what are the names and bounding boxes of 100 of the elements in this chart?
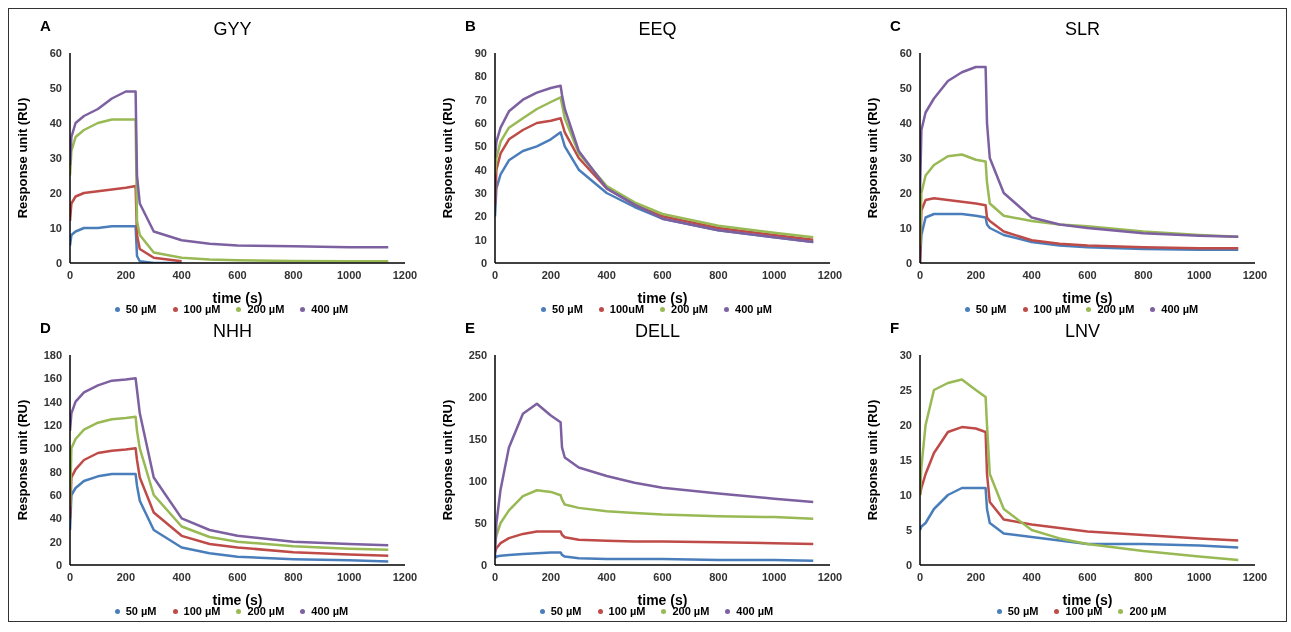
text: D: [40, 319, 51, 336]
y-tick-label: 10: [899, 221, 912, 234]
line-series: [920, 425, 1240, 542]
line-series: [495, 551, 815, 563]
y-tick-label: 100: [468, 474, 487, 487]
x-tick-label: 1200: [392, 570, 418, 583]
x-tick-label: 0: [916, 268, 924, 281]
y-tick-label: 40: [899, 116, 912, 129]
legend-label: 50 µM: [552, 303, 583, 315]
x-tick-label: 600: [228, 268, 247, 281]
x-tick-label: 200: [116, 268, 136, 281]
x-tick-label: 600: [228, 570, 247, 583]
legend-label: 400 µM: [311, 303, 349, 315]
y-tick-label: 50: [49, 81, 62, 94]
x-tick-label: 1000: [761, 570, 787, 583]
y-tick-label: 80: [49, 465, 62, 478]
y-tick-label: 40: [474, 163, 487, 176]
x-tick-label: 800: [284, 268, 303, 281]
x-tick-label: 1000: [1186, 570, 1212, 583]
text: F: [890, 319, 900, 336]
legend-label: 100 µM: [1033, 303, 1071, 315]
y-tick-label: 120: [43, 418, 62, 431]
legend-label: 50 µM: [125, 303, 157, 315]
legend-label: 400 µM: [736, 605, 774, 617]
x-tick-label: 400: [1022, 268, 1041, 281]
y-tick-label: 100: [43, 442, 62, 455]
x-tick-label: 0: [491, 570, 499, 583]
line-series: [920, 65, 1240, 238]
text: B: [465, 17, 476, 34]
y-tick-label: 30: [899, 348, 912, 361]
y-tick-label: 10: [474, 233, 487, 246]
chart-title: SLR: [1064, 19, 1100, 39]
x-tick-label: 800: [1134, 268, 1153, 281]
y-tick-label: 50: [899, 81, 912, 94]
chart-title: NHH: [213, 321, 252, 341]
y-tick-label: 0: [905, 558, 912, 571]
line-series: [70, 447, 390, 557]
legend-label: 100uM: [609, 303, 645, 315]
legend-label: 50 µM: [550, 605, 582, 617]
legend-label: 50 µM: [1007, 605, 1039, 617]
x-tick-label: 600: [1078, 570, 1097, 583]
y-tick-label: 20: [899, 418, 912, 431]
x-axis-title: time (s): [637, 290, 688, 306]
x-tick-label: 200: [116, 570, 136, 583]
y-axis-title: Response unit (RU): [439, 399, 455, 521]
x-tick-label: 1000: [336, 268, 362, 281]
x-tick-label: 400: [1022, 570, 1041, 583]
y-tick-label: 90: [474, 46, 487, 59]
y-tick-label: 25: [899, 383, 912, 396]
y-tick-label: 0: [480, 256, 487, 269]
y-tick-label: 140: [43, 395, 62, 408]
y-tick-label: 10: [49, 221, 62, 234]
y-tick-label: 20: [49, 186, 62, 199]
y-tick-label: 60: [474, 116, 487, 129]
y-tick-label: 0: [55, 256, 62, 269]
text: A: [40, 17, 51, 34]
y-tick-label: 20: [899, 186, 912, 199]
y-tick-label: 10: [899, 488, 912, 501]
x-tick-label: 1200: [392, 268, 418, 281]
x-tick-label: 0: [66, 268, 74, 281]
x-tick-label: 800: [709, 570, 728, 583]
x-tick-label: 200: [541, 268, 561, 281]
chart-title: EEQ: [638, 19, 677, 39]
x-tick-label: 200: [541, 570, 561, 583]
y-tick-label: 40: [49, 512, 62, 525]
y-tick-label: 50: [474, 140, 487, 153]
y-axis-title: Response unit (RU): [14, 97, 30, 219]
x-tick-label: 400: [172, 570, 191, 583]
y-tick-label: 60: [899, 46, 912, 59]
legend-label: 400 µM: [1161, 303, 1199, 315]
y-tick-label: 80: [474, 70, 487, 83]
line-series: [70, 415, 390, 552]
x-tick-label: 1200: [817, 268, 843, 281]
y-axis-title: Response unit (RU): [864, 97, 880, 219]
x-tick-label: 200: [966, 570, 986, 583]
x-tick-label: 0: [916, 570, 924, 583]
text: E: [465, 319, 476, 336]
x-tick-label: 1200: [817, 570, 843, 583]
y-axis-title: Response unit (RU): [439, 97, 455, 219]
y-tick-label: 0: [480, 558, 487, 571]
x-tick-label: 600: [653, 570, 672, 583]
x-tick-label: 1000: [1186, 268, 1212, 281]
legend-label: 100 µM: [608, 605, 646, 617]
y-axis-title: Response unit (RU): [864, 399, 880, 521]
x-tick-label: 1200: [1242, 268, 1268, 281]
chart-title: GYY: [213, 19, 252, 39]
x-tick-label: 200: [966, 268, 986, 281]
x-tick-label: 0: [491, 268, 499, 281]
legend-label: 400 µM: [735, 303, 772, 315]
line-series: [495, 530, 815, 554]
x-tick-label: 1200: [1242, 570, 1268, 583]
x-tick-label: 600: [653, 268, 672, 281]
x-tick-label: 400: [597, 570, 616, 583]
y-tick-label: 20: [49, 535, 62, 548]
line-series: [70, 472, 390, 563]
y-tick-label: 250: [468, 348, 487, 361]
x-tick-label: 400: [597, 268, 616, 281]
legend-label: 50 µM: [975, 303, 1007, 315]
x-tick-label: 600: [1078, 268, 1097, 281]
x-tick-label: 1000: [336, 570, 362, 583]
